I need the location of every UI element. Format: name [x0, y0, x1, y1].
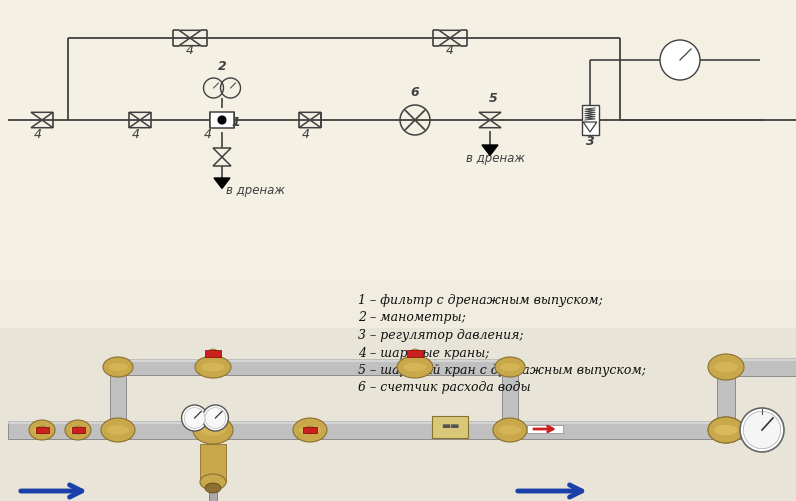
- Bar: [205, 350, 221, 357]
- Bar: [209, 488, 217, 501]
- Ellipse shape: [201, 363, 224, 371]
- Text: 1 – фильтр с дренажным выпуском;: 1 – фильтр с дренажным выпуском;: [358, 294, 603, 307]
- Ellipse shape: [499, 425, 521, 435]
- Text: 4: 4: [186, 44, 194, 57]
- Bar: [8, 421, 770, 439]
- Ellipse shape: [205, 483, 221, 493]
- Text: ▬▬: ▬▬: [441, 421, 459, 431]
- Ellipse shape: [299, 425, 321, 435]
- Ellipse shape: [714, 425, 738, 435]
- Ellipse shape: [101, 418, 135, 442]
- Circle shape: [205, 408, 226, 428]
- Circle shape: [740, 408, 784, 452]
- Ellipse shape: [103, 357, 133, 377]
- Ellipse shape: [108, 363, 127, 371]
- Ellipse shape: [33, 426, 50, 434]
- Ellipse shape: [495, 357, 525, 377]
- Ellipse shape: [305, 426, 315, 434]
- Text: 4: 4: [34, 128, 42, 141]
- Text: 6 – счетчик расхода воды: 6 – счетчик расхода воды: [358, 381, 531, 394]
- Bar: [200, 444, 226, 482]
- Bar: [726, 425, 742, 435]
- Polygon shape: [482, 145, 498, 155]
- Bar: [118, 359, 510, 375]
- Bar: [717, 367, 735, 430]
- Circle shape: [202, 405, 228, 431]
- Bar: [407, 350, 423, 357]
- Ellipse shape: [37, 426, 47, 434]
- Text: 2 – манометры;: 2 – манометры;: [358, 312, 466, 325]
- Ellipse shape: [708, 354, 744, 380]
- Bar: [118, 359, 510, 362]
- Ellipse shape: [195, 356, 231, 378]
- Bar: [36, 427, 49, 433]
- Ellipse shape: [193, 416, 233, 444]
- Text: 4 – шаровые краны;: 4 – шаровые краны;: [358, 347, 490, 360]
- Text: 4: 4: [204, 128, 212, 141]
- Bar: [502, 367, 518, 430]
- Text: 6: 6: [411, 86, 419, 99]
- Ellipse shape: [208, 349, 218, 357]
- Text: в дренаж: в дренаж: [466, 152, 525, 165]
- Ellipse shape: [708, 417, 744, 443]
- Bar: [582, 105, 599, 135]
- Bar: [72, 427, 85, 433]
- Bar: [303, 427, 317, 433]
- Ellipse shape: [410, 349, 420, 357]
- Bar: [726, 358, 796, 361]
- Text: 4: 4: [132, 128, 140, 141]
- Ellipse shape: [107, 425, 129, 435]
- Polygon shape: [214, 178, 230, 188]
- Circle shape: [184, 408, 205, 428]
- Text: в дренаж: в дренаж: [226, 184, 285, 197]
- Bar: [726, 425, 742, 427]
- Bar: [210, 112, 234, 128]
- Circle shape: [218, 116, 226, 124]
- Ellipse shape: [200, 424, 226, 435]
- Ellipse shape: [73, 426, 83, 434]
- Ellipse shape: [69, 426, 87, 434]
- Ellipse shape: [29, 420, 55, 440]
- Bar: [0, 328, 796, 501]
- Ellipse shape: [493, 418, 527, 442]
- Circle shape: [660, 40, 700, 80]
- Bar: [110, 367, 126, 430]
- Ellipse shape: [708, 417, 744, 443]
- Bar: [210, 425, 216, 432]
- Circle shape: [181, 405, 208, 431]
- Ellipse shape: [714, 425, 738, 435]
- Text: 2: 2: [217, 60, 226, 73]
- Bar: [726, 358, 796, 376]
- Ellipse shape: [714, 362, 738, 372]
- Text: 5 – шаровый кран с дренажным выпуском;: 5 – шаровый кран с дренажным выпуском;: [358, 364, 646, 377]
- Bar: [8, 421, 770, 424]
- Text: 1: 1: [232, 116, 240, 129]
- Ellipse shape: [500, 363, 520, 371]
- Text: 4: 4: [446, 44, 454, 57]
- Text: 3: 3: [586, 135, 595, 148]
- Text: 4: 4: [302, 128, 310, 141]
- Ellipse shape: [200, 474, 226, 490]
- Ellipse shape: [65, 420, 91, 440]
- Bar: [432, 416, 468, 438]
- Ellipse shape: [404, 363, 427, 371]
- Ellipse shape: [397, 356, 433, 378]
- Bar: [0, 0, 796, 280]
- Ellipse shape: [293, 418, 327, 442]
- Text: 3 – регулятор давления;: 3 – регулятор давления;: [358, 329, 524, 342]
- Text: 5: 5: [489, 92, 498, 105]
- Bar: [527, 425, 563, 433]
- Circle shape: [743, 411, 781, 449]
